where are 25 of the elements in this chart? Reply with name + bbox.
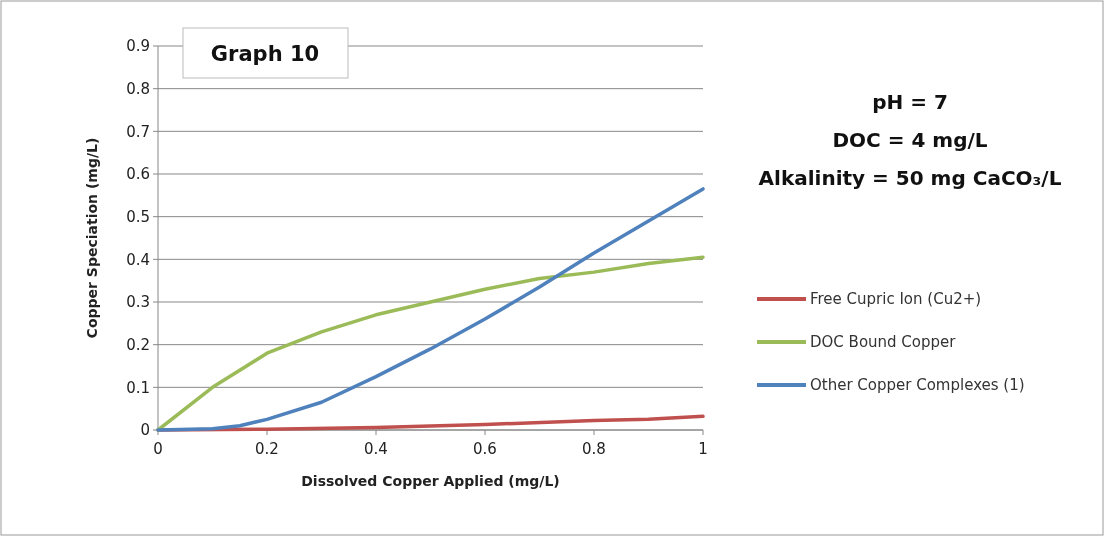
legend-label: Free Cupric Ion (Cu2+): [810, 290, 982, 309]
y-tick-label: 0.3: [126, 293, 150, 312]
y-tick-label: 0.1: [126, 378, 150, 397]
y-tick-label: 0.4: [126, 250, 150, 269]
x-tick-label: 0.2: [255, 440, 279, 458]
y-tick-label: 0.7: [126, 122, 150, 141]
y-axis-title: Copper Speciation (mg/L): [84, 137, 100, 339]
text: Alkalinity = 50 mg CaCO₃/L: [758, 166, 1062, 190]
legend-label: Other Copper Complexes (1): [810, 376, 1025, 395]
x-tick-label: 0: [153, 440, 163, 458]
legend-label: DOC Bound Copper: [810, 333, 957, 352]
y-tick-label: 0.8: [126, 79, 150, 98]
y-tick-label: 0.6: [126, 165, 150, 184]
text: pH = 7: [872, 90, 948, 114]
x-axis-title: Dissolved Copper Applied (mg/L): [301, 473, 560, 489]
y-tick-label: 0.2: [126, 335, 150, 354]
x-tick-label: 0.4: [364, 440, 388, 458]
text: DOC = 4 mg/L: [832, 128, 988, 152]
y-tick-label: 0.9: [126, 37, 150, 56]
chart-title: Graph 10: [210, 42, 320, 66]
y-tick-label: 0.5: [126, 207, 150, 226]
x-tick-label: 1: [698, 440, 708, 458]
x-tick-label: 0.6: [473, 440, 497, 458]
x-tick-label: 0.8: [582, 440, 606, 458]
y-tick-label: 0: [140, 421, 150, 440]
